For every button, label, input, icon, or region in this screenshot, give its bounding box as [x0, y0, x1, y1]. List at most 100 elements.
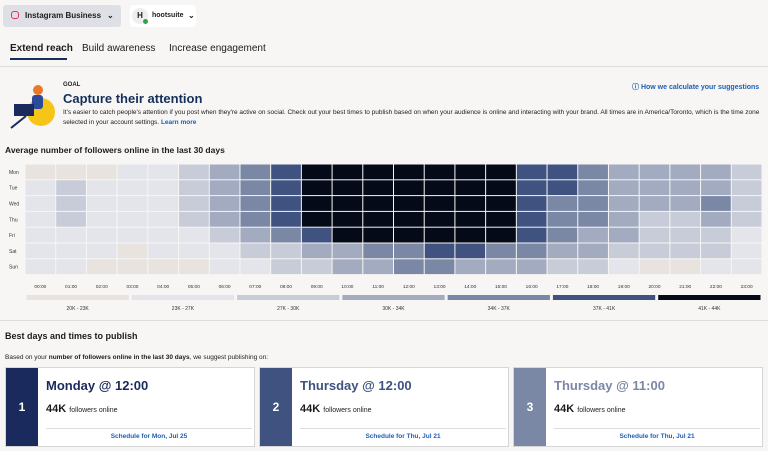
intro-text: Based on your: [5, 354, 49, 361]
heatmap-cell: [301, 180, 332, 196]
heatmap-cell: [516, 196, 547, 211]
heatmap-cell: [639, 180, 670, 196]
heatmap-cell: [209, 227, 240, 243]
heatmap-cell: [179, 227, 209, 243]
heatmap-cell: [424, 227, 455, 243]
heatmap-cell: [179, 259, 209, 275]
hour-label: 21:00: [679, 284, 691, 290]
heatmap-cell: [148, 211, 179, 227]
heatmap-cell: [117, 259, 148, 275]
heatmap-cell: [363, 211, 393, 227]
hour-label: 17:00: [556, 284, 568, 290]
tab[interactable]: Build awareness: [82, 43, 156, 54]
heatmap-cell: [209, 243, 240, 259]
org-selector[interactable]: H hootsuite ⌄: [130, 5, 196, 27]
heatmap-cell: [148, 196, 179, 211]
heatmap-cell: [86, 259, 117, 275]
heatmap-cell: [424, 211, 455, 227]
heatmap-cell: [148, 259, 179, 275]
heatmap-cell: [547, 211, 578, 227]
hour-label: 12:00: [403, 284, 415, 290]
heatmap-cell: [56, 211, 86, 227]
heatmap-cell: [271, 196, 301, 211]
instagram-icon: [11, 11, 19, 19]
hour-label: 07:00: [249, 284, 261, 290]
heatmap-cell: [486, 211, 516, 227]
heatmap-cell: [578, 211, 608, 227]
goal-eyebrow: GOAL: [63, 82, 81, 88]
hour-label: 13:00: [434, 284, 446, 290]
heatmap-cell: [639, 227, 670, 243]
leg: [10, 115, 27, 129]
heatmap-cell: [56, 227, 86, 243]
heatmap-cell: [486, 227, 516, 243]
account-selector[interactable]: Instagram Business ⌄: [3, 5, 121, 27]
card[interactable]: 2 Thursday @ 12:00 44K followers online Sch…: [259, 367, 509, 447]
heatmap-cell: [148, 180, 179, 196]
learn-more[interactable]: Learn more: [160, 119, 197, 126]
legend-swatch: [447, 295, 550, 300]
heatmap-cell: [25, 180, 56, 196]
help-link-text[interactable]: How we calculate your suggestions: [640, 84, 760, 91]
schedule-action[interactable]: Schedule for Mon, Jul 25: [46, 428, 252, 440]
heatmap-cell: [516, 211, 547, 227]
heatmap-cell: [240, 259, 271, 275]
heatmap-cell: [301, 211, 332, 227]
heatmap-cell: [363, 180, 393, 196]
heatmap-cell: [25, 196, 56, 211]
tab-active[interactable]: Extend reach: [10, 43, 73, 54]
heatmap-cell: [332, 196, 363, 211]
heatmap-cell: [578, 227, 608, 243]
heatmap-cell: [332, 180, 363, 196]
hour-label: 22:00: [710, 284, 722, 290]
heatmap-cell: [332, 243, 363, 259]
card-count: 44K followers online: [300, 403, 372, 415]
heatmap-cell: [117, 227, 148, 243]
card-count: 44K followers online: [554, 403, 626, 415]
heatmap-cell: [547, 164, 578, 180]
heatmap-cell: [486, 164, 516, 180]
schedule-action[interactable]: Schedule for Thu, Jul 21: [300, 428, 506, 440]
heatmap-cell: [240, 180, 271, 196]
heatmap-cell: [578, 259, 608, 275]
help-link[interactable]: ⓘ How we calculate your suggestions: [632, 84, 760, 91]
heatmap-cell: [56, 196, 86, 211]
heatmap-cell: [608, 243, 639, 259]
hour-label: 11:00: [372, 284, 384, 290]
heatmap-cell: [301, 164, 332, 180]
heatmap-cell: [117, 164, 148, 180]
account-name: Instagram Business: [25, 11, 102, 20]
heatmap-cell: [56, 180, 86, 196]
heatmap-cell: [25, 243, 56, 259]
card[interactable]: 3 Thursday @ 11:00 44K followers online Sch…: [513, 367, 763, 447]
legend-label: 34K - 37K: [488, 306, 511, 312]
heatmap-cell: [639, 211, 670, 227]
heatmap-cell: [25, 259, 56, 275]
heatmap-cell: [363, 259, 393, 275]
heatmap-cell: [547, 196, 578, 211]
heatmap-cell: [639, 196, 670, 211]
card[interactable]: 1 Monday @ 12:00 44K followers online Sched…: [5, 367, 255, 447]
tab[interactable]: Increase engagement: [169, 43, 266, 54]
legend-label: 23K - 27K: [172, 306, 195, 312]
heatmap-cell: [332, 259, 363, 275]
heatmap-cell: [394, 164, 424, 180]
heatmap-cell: [209, 196, 240, 211]
hour-label: 01:00: [65, 284, 77, 290]
heatmap-cell: [179, 196, 209, 211]
schedule-action[interactable]: Schedule for Thu, Jul 21: [554, 428, 760, 440]
body: [32, 95, 43, 109]
legend-label: 27K - 30K: [277, 306, 300, 312]
heatmap-cell: [547, 180, 578, 196]
rank-box: 3: [514, 368, 546, 446]
heatmap-cell: [486, 243, 516, 259]
heatmap-cell: [701, 243, 731, 259]
heatmap-cell: [240, 211, 271, 227]
heatmap-cell: [117, 180, 148, 196]
heatmap-cell: [701, 164, 731, 180]
hour-label: 10:00: [341, 284, 353, 290]
org-name: hootsuite: [152, 12, 184, 19]
heatmap-cell: [271, 227, 301, 243]
heatmap-cell: [394, 211, 424, 227]
